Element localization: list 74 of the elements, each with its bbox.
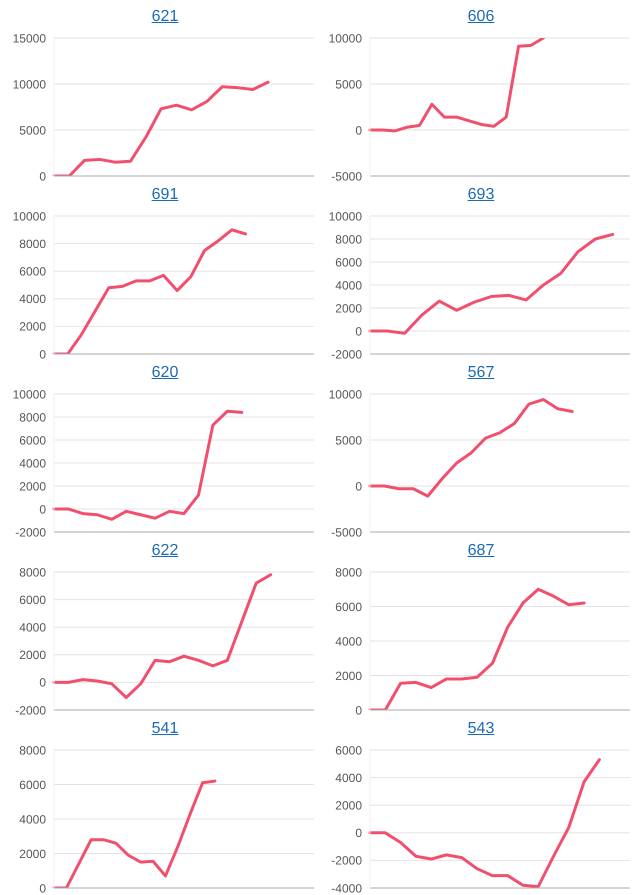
y-tick-label: 10000 [12,209,46,224]
y-tick-label: 0 [39,881,46,895]
y-tick-label: 0 [355,479,362,494]
chart-title: 621 [150,8,180,27]
y-tick-label: 15000 [12,31,46,46]
y-tick-label: 8000 [335,565,362,580]
y-tick-label: 2000 [335,798,362,812]
chart-title: 606 [466,8,496,27]
y-tick-label: 10000 [328,31,362,46]
y-tick-label: 10000 [12,387,46,402]
y-tick-label: 0 [39,347,46,362]
chart-title: 693 [466,186,496,205]
y-tick-label: 6000 [335,600,362,614]
y-tick-label: 0 [39,502,46,516]
y-tick-label: 8000 [19,236,46,251]
y-tick-label: 8000 [19,565,46,580]
y-tick-label: 10000 [328,209,362,224]
line-series [52,780,216,888]
y-tick-label: 5000 [335,433,362,448]
y-tick-label: -2000 [331,347,362,362]
y-tick-label: 4000 [335,770,362,785]
y-tick-label: 2000 [19,320,46,334]
y-tick-label: 6000 [19,592,46,607]
y-tick-label: 8000 [335,232,362,246]
y-tick-label: 2000 [19,479,46,494]
y-tick-label: 10000 [328,387,362,402]
y-tick-label: -2000 [331,854,362,868]
y-tick-label: 8000 [19,743,46,758]
y-tick-label: 0 [355,123,362,138]
y-tick-label: 4000 [19,812,46,826]
y-tick-label: 8000 [19,410,46,424]
y-tick-label: -4000 [331,881,362,895]
y-tick-label: 6000 [19,433,46,448]
y-tick-label: 2000 [19,846,46,861]
chart-title: 691 [150,186,180,205]
y-tick-label: 10000 [12,77,46,92]
y-tick-label: 0 [39,169,46,184]
y-tick-label: 4000 [19,620,46,634]
line-series [368,232,614,335]
chart-title: 687 [466,542,496,561]
line-series [368,38,545,132]
line-series [368,758,601,888]
chart-title: 622 [150,542,180,561]
y-tick-label: 2000 [335,301,362,316]
y-tick-label: -5000 [331,525,362,540]
line-series [52,228,248,354]
line-series [368,588,586,710]
chart-title: 567 [466,364,496,383]
y-tick-label: 5000 [335,77,362,92]
line-series [52,80,270,176]
y-tick-label: 0 [355,324,362,338]
chart-title: 620 [150,364,180,383]
y-tick-label: 0 [355,703,362,718]
y-tick-label: 4000 [335,634,362,648]
chart-title: 541 [150,720,180,739]
y-tick-label: 6000 [19,264,46,278]
y-tick-label: 2000 [19,648,46,662]
y-tick-label: -2000 [15,703,46,718]
y-tick-label: -5000 [331,169,362,184]
line-series [52,410,244,521]
chart-title: 543 [466,720,496,739]
y-tick-label: 0 [39,676,46,690]
y-tick-label: -2000 [15,525,46,540]
y-tick-label: 2000 [335,668,362,683]
y-tick-label: 4000 [335,278,362,292]
line-series [52,573,272,700]
y-tick-label: 4000 [19,456,46,470]
y-tick-label: 6000 [19,778,46,792]
y-tick-label: 6000 [335,255,362,270]
line-series [368,398,574,498]
y-tick-label: 4000 [19,292,46,306]
y-tick-label: 5000 [19,123,46,138]
y-tick-label: 6000 [335,743,362,758]
y-tick-label: 0 [355,826,362,840]
